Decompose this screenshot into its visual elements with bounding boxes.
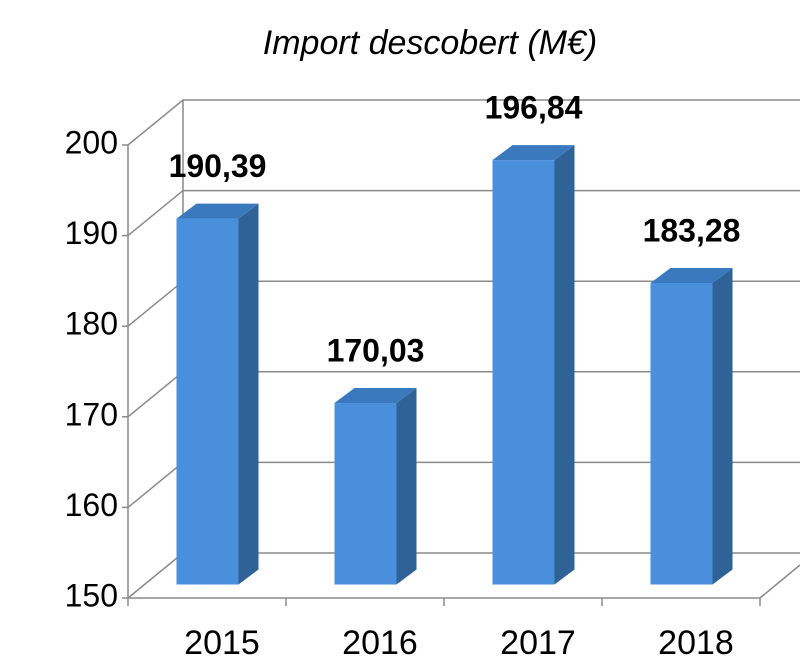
bar-top [334, 388, 417, 404]
bar-side [554, 145, 575, 585]
value-label: 183,28 [643, 212, 741, 248]
y-tick-label: 190 [65, 215, 118, 251]
value-label: 170,03 [327, 332, 425, 368]
y-tick-label: 180 [65, 306, 118, 342]
bar [334, 403, 397, 585]
bar-side [712, 267, 733, 585]
bar-top [176, 203, 259, 219]
bar [176, 218, 239, 585]
x-tick-label: 2016 [342, 624, 418, 662]
bar-top [650, 267, 733, 283]
grid-line [127, 189, 800, 237]
y-tick-label: 150 [65, 577, 118, 613]
bar-side [396, 388, 417, 585]
bar [492, 160, 555, 585]
value-label: 190,39 [169, 148, 267, 184]
bar [650, 282, 713, 585]
y-tick-label: 170 [65, 396, 118, 432]
x-tick-label: 2018 [658, 624, 734, 662]
grid-line [127, 99, 800, 146]
y-tick-label: 200 [65, 124, 118, 160]
x-tick-label: 2017 [500, 624, 576, 662]
y-tick-label: 160 [65, 487, 118, 523]
bar-side [238, 203, 259, 585]
x-tick-label: 2015 [184, 624, 260, 662]
chart-title: Import descobert (M€) [263, 24, 597, 62]
bar-top [492, 145, 575, 161]
value-label: 196,84 [485, 90, 583, 126]
